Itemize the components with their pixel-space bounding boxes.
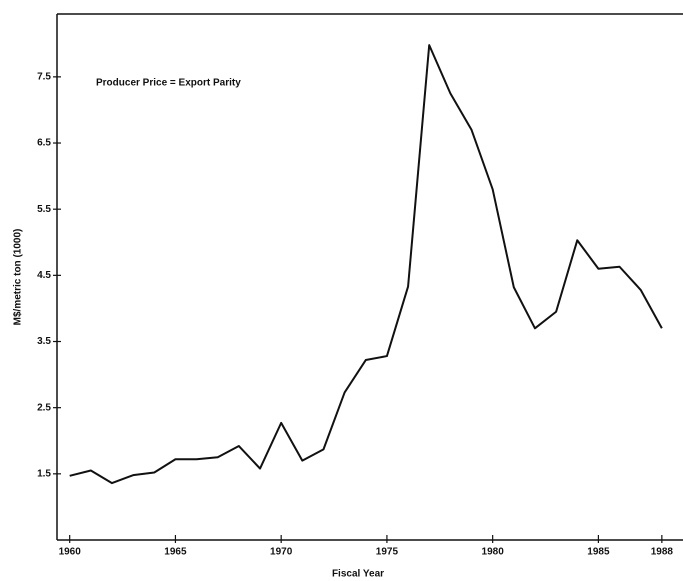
x-tick-label: 1988 bbox=[651, 547, 674, 558]
x-tick-label: 1960 bbox=[59, 547, 82, 558]
y-tick-label: 1.5 bbox=[37, 468, 51, 479]
y-tick-label: 6.5 bbox=[37, 138, 51, 149]
x-tick-label: 1985 bbox=[587, 547, 610, 558]
line-series bbox=[69, 44, 663, 485]
y-axis-label: M$/metric ton (1000) bbox=[13, 229, 24, 326]
x-tick-label: 1970 bbox=[270, 547, 293, 558]
y-tick-label: 5.5 bbox=[37, 204, 51, 215]
y-tick-label: 7.5 bbox=[37, 71, 51, 82]
x-tick-label: 1975 bbox=[376, 547, 399, 558]
x-axis-label: Fiscal Year bbox=[332, 569, 384, 580]
x-tick-label: 1965 bbox=[164, 547, 187, 558]
y-tick-label: 2.5 bbox=[37, 402, 51, 413]
annotation: Producer Price = Export Parity bbox=[96, 78, 241, 89]
y-tick-label: 3.5 bbox=[37, 336, 51, 347]
x-tick-label: 1980 bbox=[482, 547, 505, 558]
y-tick-label: 4.5 bbox=[37, 270, 51, 281]
